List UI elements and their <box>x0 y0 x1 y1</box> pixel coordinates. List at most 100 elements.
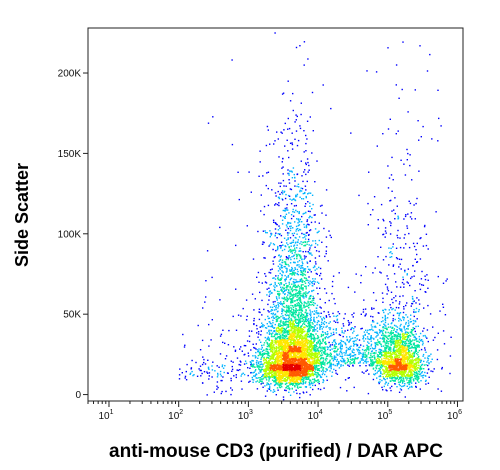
event-dot <box>288 369 290 371</box>
event-dot <box>296 383 298 385</box>
event-dot <box>291 369 293 372</box>
event-dot <box>297 330 299 332</box>
event-dot <box>412 366 415 369</box>
event-dot <box>408 375 410 377</box>
event-dot <box>287 172 289 175</box>
event-dot <box>296 369 298 371</box>
event-dot <box>309 349 311 351</box>
event-dot <box>284 324 286 326</box>
event-dot <box>399 343 401 345</box>
event-dot <box>313 379 316 381</box>
event-dot <box>393 351 396 353</box>
event-dot <box>387 382 390 384</box>
event-dot <box>314 321 316 323</box>
event-dot <box>316 375 318 377</box>
event-dot <box>287 309 289 311</box>
event-dot <box>392 377 395 379</box>
event-dot <box>315 369 317 371</box>
event-dot <box>389 373 391 375</box>
event-dot <box>311 352 313 354</box>
event-dot <box>391 365 393 368</box>
event-dot <box>396 340 398 342</box>
event-dot <box>273 374 275 377</box>
event-dot <box>261 355 263 358</box>
event-dot <box>376 377 378 379</box>
event-dot <box>403 353 405 355</box>
event-dot <box>261 376 263 378</box>
event-dot <box>399 377 401 379</box>
event-dot <box>377 344 379 346</box>
event-dot <box>280 351 283 354</box>
event-dot <box>418 381 420 383</box>
event-dot <box>266 337 268 340</box>
event-dot <box>390 348 392 350</box>
event-dot <box>279 358 282 360</box>
event-dot <box>419 358 421 360</box>
event-dot <box>278 369 281 371</box>
event-dot <box>403 357 405 360</box>
event-dot <box>410 376 412 379</box>
event-dot <box>400 378 403 380</box>
event-dot <box>397 337 399 340</box>
event-dot <box>277 370 279 372</box>
event-dot <box>312 337 314 340</box>
event-dot <box>387 362 389 364</box>
event-dot <box>288 359 290 361</box>
event-dot <box>278 370 280 373</box>
event-dot <box>294 385 296 387</box>
event-dot <box>427 364 429 367</box>
event-dot <box>399 364 401 366</box>
event-dot <box>286 368 289 370</box>
event-dot <box>309 384 311 386</box>
event-dot <box>382 376 384 378</box>
event-dot <box>390 333 392 336</box>
event-dot <box>305 352 308 355</box>
event-dot <box>326 358 328 360</box>
event-dot <box>368 342 370 344</box>
event-dot <box>294 316 297 318</box>
event-dot <box>257 351 259 353</box>
event-dot <box>308 370 310 372</box>
event-dot <box>398 350 401 353</box>
event-dot <box>413 373 415 375</box>
event-dot <box>272 313 274 315</box>
event-dot <box>280 303 282 305</box>
event-dot <box>410 382 413 384</box>
event-dot <box>305 318 308 320</box>
event-dot <box>413 375 416 377</box>
event-dot <box>409 375 411 378</box>
event-dot <box>292 370 295 373</box>
event-dot <box>400 361 403 363</box>
event-dot <box>292 234 295 237</box>
event-dot <box>290 367 292 369</box>
event-dot <box>298 365 300 368</box>
event-dot <box>278 202 280 204</box>
event-dot <box>402 359 404 362</box>
event-dot <box>279 371 282 373</box>
event-dot <box>425 379 427 382</box>
event-dot <box>409 343 412 345</box>
event-dot <box>376 355 379 358</box>
event-dot <box>307 304 310 307</box>
event-dot <box>302 381 305 383</box>
event-dot <box>268 357 270 359</box>
event-dot <box>268 329 270 331</box>
event-dot <box>306 366 309 369</box>
event-dot <box>400 339 402 342</box>
event-dot <box>414 337 417 339</box>
event-dot <box>380 371 382 373</box>
event-dot <box>284 338 286 340</box>
event-dot <box>401 372 404 374</box>
event-dot <box>282 199 284 201</box>
event-dot <box>391 372 393 374</box>
event-dot <box>296 247 298 249</box>
event-dot <box>289 363 291 365</box>
event-dot <box>270 329 272 332</box>
event-dot <box>389 369 391 372</box>
event-dot <box>252 381 254 383</box>
event-dot <box>309 379 311 381</box>
event-dot <box>292 344 294 346</box>
event-dot <box>273 347 276 350</box>
event-dot <box>399 388 402 390</box>
event-dot <box>287 347 289 349</box>
